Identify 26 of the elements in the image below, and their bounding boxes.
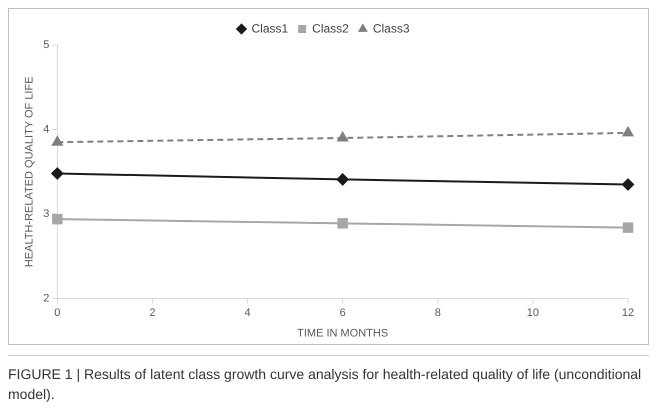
x-tick-label: 2 (149, 307, 156, 320)
legend-label: Class1 (251, 21, 288, 36)
caption: FIGURE 1 | Results of latent class growth curve analysis for health-related quality of life (unconditional model). (8, 365, 642, 404)
y-tick-label: 5 (43, 39, 50, 52)
point (337, 132, 348, 142)
point (622, 222, 634, 233)
point (336, 173, 349, 186)
point (51, 167, 64, 180)
y-tick-label: 3 (43, 208, 50, 220)
x-tick-label: 0 (54, 307, 60, 320)
point (52, 136, 63, 146)
legend-label: Class2 (312, 21, 350, 36)
point (337, 218, 348, 229)
x-tick-label: 12 (622, 307, 634, 320)
legend-label: Class3 (372, 21, 410, 36)
point (622, 126, 634, 136)
x-axis-title: TIME IN MONTHS (297, 327, 388, 340)
point (52, 214, 63, 224)
x-tick-label: 8 (434, 307, 441, 320)
x-tick-label: 10 (526, 307, 540, 320)
y-tick-label: 2 (43, 292, 50, 305)
y-tick-label: 4 (43, 124, 50, 136)
x-tick-label: 6 (340, 307, 346, 320)
point (622, 178, 634, 190)
y-axis-title: HEALTH-RELATED QUALITY OF LIFE (24, 76, 36, 268)
x-tick-label: 4 (244, 307, 251, 320)
